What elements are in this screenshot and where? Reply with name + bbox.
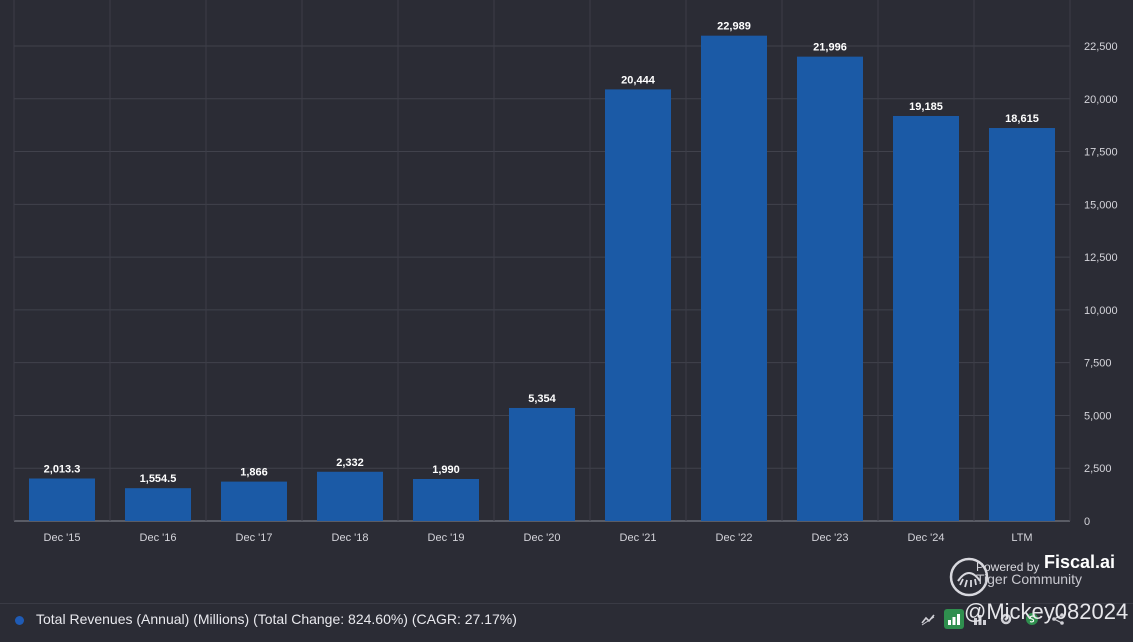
data-label: 20,444 [621,74,656,86]
powered-by-label: Powered by [976,560,1040,574]
bar-chart-icon[interactable] [944,609,964,629]
tiger-logo-icon [949,557,989,597]
x-tick-label: Dec '21 [620,532,657,544]
data-label: 22,989 [717,21,751,33]
bar[interactable] [29,478,95,521]
x-tick-label: Dec '23 [812,532,849,544]
x-tick-label: Dec '16 [140,532,177,544]
x-tick-label: Dec '18 [332,532,369,544]
bar[interactable] [989,128,1055,521]
chart-toolbar [918,608,1068,630]
bar[interactable] [893,115,959,521]
bar[interactable] [125,488,191,521]
bar[interactable] [797,56,863,521]
x-tick-label: Dec '17 [236,532,273,544]
chart-x-ticks: Dec '15 Dec '16 Dec '17 Dec '18 Dec '19 Dec '… [44,532,1033,544]
y-tick-label: 15,000 [1084,199,1118,211]
x-tick-label: Dec '24 [908,532,945,544]
branding: Powered by Fiscal.ai Tiger Community [976,552,1126,596]
data-label: 18,615 [1005,113,1039,125]
bar[interactable] [701,35,767,521]
data-label: 2,013.3 [44,463,81,475]
bar[interactable] [413,478,479,521]
dollar-icon[interactable] [1022,609,1042,629]
brand-name: Fiscal.ai [1044,552,1116,572]
y-tick-label: 10,000 [1084,305,1118,317]
x-tick-label: Dec '22 [716,532,753,544]
y-tick-label: 2,500 [1084,463,1112,475]
watermark-handle: @Mickey082024 [964,599,1129,624]
legend-label[interactable]: Total Revenues (Annual) (Millions) (Tota… [36,611,517,627]
chart-footer: Total Revenues (Annual) (Millions) (Tota… [0,603,1133,642]
chart-bars [29,35,1055,521]
chart-grid [13,0,1071,522]
community-label: Tiger Community [976,571,1083,587]
x-tick-label: Dec '19 [428,532,465,544]
x-tick-label: Dec '20 [524,532,561,544]
data-label: 5,354 [528,393,556,405]
data-label: 1,866 [240,467,268,479]
y-tick-label: 20,000 [1084,94,1118,106]
data-label: 2,332 [336,457,364,469]
data-label: 1,554.5 [140,473,177,485]
bar[interactable] [221,481,287,521]
line-chart-icon[interactable] [918,609,938,629]
data-label: 19,185 [909,101,943,113]
data-label: 21,996 [813,42,847,54]
y-tick-label: 0 [1084,516,1090,528]
chart-y-ticks: 0 2,500 5,000 7,500 10,000 12,500 15,000 17,500… [1084,41,1118,528]
y-tick-label: 7,500 [1084,358,1112,370]
y-tick-label: 5,000 [1084,410,1112,422]
y-tick-label: 12,500 [1084,252,1118,264]
y-tick-label: 22,500 [1084,41,1118,53]
legend-marker [15,616,24,625]
chart-data-labels: 2,013.3 1,554.5 1,866 2,332 1,990 5,354 20,444… [44,21,1039,486]
bar-chart-alt-icon[interactable] [970,609,990,629]
bar[interactable] [509,407,575,521]
bar[interactable] [605,89,671,521]
bar[interactable] [317,471,383,521]
settings-icon[interactable] [996,609,1016,629]
data-label: 1,990 [432,464,460,476]
x-tick-label: Dec '15 [44,532,81,544]
revenue-bar-chart: 2,013.3 1,554.5 1,866 2,332 1,990 5,354 20,444… [13,0,1118,544]
y-tick-label: 17,500 [1084,147,1118,159]
share-icon[interactable] [1048,609,1068,629]
x-tick-label: LTM [1011,532,1032,544]
